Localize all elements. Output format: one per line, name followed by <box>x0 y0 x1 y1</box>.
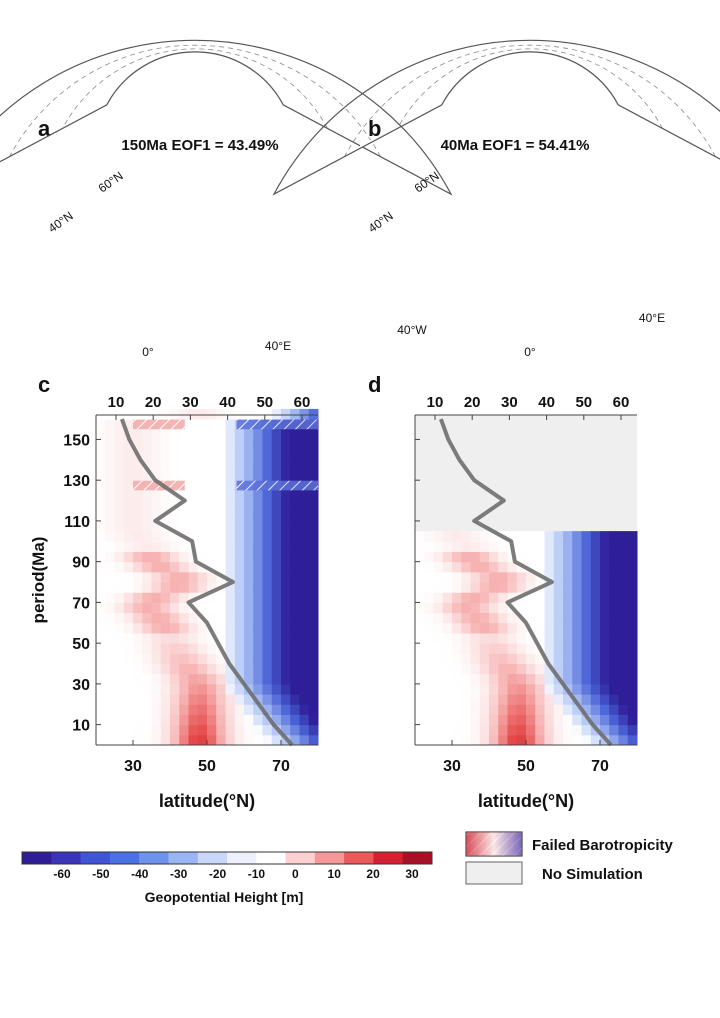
coastline-b-5 <box>572 261 622 280</box>
top-tick-label: 60 <box>294 394 311 411</box>
map-a-lat-60: 60°N <box>96 169 126 196</box>
legend-failed-label: Failed Barotropicity <box>532 837 674 854</box>
jet-center-marker <box>539 267 549 277</box>
coastline-a-1 <box>137 169 202 195</box>
map-b-title: 40Ma EOF1 = 54.41% <box>441 137 590 154</box>
y-axis-label: period(Ma) <box>29 537 48 624</box>
colorbar-swatch <box>285 852 316 864</box>
top-tick-label: 60 <box>613 394 630 411</box>
x-tick-label: 30 <box>124 758 142 775</box>
coastline-b-7 <box>586 242 634 248</box>
colorbar-swatch <box>22 852 52 864</box>
colorbar-swatch <box>373 852 404 864</box>
y-tick-label: 110 <box>64 514 90 531</box>
top-tick-label: 10 <box>108 394 125 411</box>
y-tick-label: 30 <box>72 677 90 694</box>
map-b-lon-40w: 40°W <box>397 323 427 337</box>
coastline-a-2 <box>187 163 226 195</box>
map-b-lat-40: 40°N <box>366 209 396 236</box>
coastline-a-6 <box>286 293 316 303</box>
colorbar-swatch <box>227 852 257 864</box>
colorbar-tick: -60 <box>53 867 71 881</box>
coastline-b-2 <box>510 163 541 195</box>
top-tick-label: 40 <box>538 394 555 411</box>
y-tick-label: 70 <box>72 595 90 612</box>
map-a: 60°N 40°N 0° 40°E <box>0 39 453 359</box>
top-tick-label: 50 <box>256 394 273 411</box>
map-a-lon-40e: 40°E <box>265 339 291 353</box>
colorbar-tick: -30 <box>170 867 188 881</box>
colorbar-tick: 20 <box>366 867 380 881</box>
coastline-b-3 <box>546 165 570 195</box>
panel-letter-b: b <box>368 116 381 141</box>
map-a-lon-0: 0° <box>142 345 154 359</box>
x-tick-label: 70 <box>272 758 290 775</box>
colorbar-tick: -20 <box>209 867 227 881</box>
colorbar-tick: -50 <box>92 867 110 881</box>
x-tick-label: 50 <box>517 758 535 775</box>
colorbar-swatch <box>139 852 169 864</box>
x-tick-label: 70 <box>591 758 609 775</box>
colorbar-swatch <box>314 852 345 864</box>
top-tick-label: 30 <box>501 394 518 411</box>
x-axis-label: latitude(°N) <box>159 791 255 811</box>
colorbar-label: Geopotential Height [m] <box>145 889 304 905</box>
colorbar-swatch <box>344 852 374 864</box>
jet-latitude-line <box>439 418 613 747</box>
top-tick-label: 40 <box>219 394 236 411</box>
y-tick-label: 150 <box>63 432 90 449</box>
coastline-b-6 <box>496 289 650 300</box>
colorbar-swatch <box>402 852 433 864</box>
heatmap-d: 30 50 70 10 20 30 40 50 60 latitude(°N) <box>414 394 638 811</box>
coastline-b-1 <box>460 163 497 195</box>
top-tick-label: 50 <box>575 394 592 411</box>
map-b-lon-0: 0° <box>524 345 536 359</box>
coastline-a-5 <box>167 286 183 307</box>
colorbar: -60 -50 -40 -30 -20 -10 0 10 20 30 <box>21 851 433 881</box>
panel-letter-d: d <box>368 372 381 397</box>
top-tick-label: 30 <box>182 394 199 411</box>
top-tick-label: 20 <box>464 394 481 411</box>
map-b-lat-60: 60°N <box>412 169 442 196</box>
colorbar-swatch <box>51 852 82 864</box>
map-b: 60°N 40°N 40°W 0° 40°E <box>272 39 720 359</box>
panel-letter-a: a <box>38 116 51 141</box>
coastline-a-3 <box>229 163 260 195</box>
top-tick-label: 10 <box>427 394 444 411</box>
colorbar-swatch <box>80 852 111 864</box>
colorbar-tick: 30 <box>405 867 419 881</box>
heatmap-c: 30 50 70 10 20 30 40 50 60 10 30 50 70 90 110 130 150 per… <box>29 394 319 811</box>
coastline-a-4 <box>60 251 338 280</box>
colorbar-tick: 0 <box>292 867 299 881</box>
legend: Failed Barotropicity No Simulation <box>465 831 674 885</box>
legend-nosim-label: No Simulation <box>542 866 643 883</box>
map-b-lon-40e: 40°E <box>639 311 665 325</box>
colorbar-tick: -40 <box>131 867 149 881</box>
y-tick-label: 10 <box>72 718 90 735</box>
colorbar-tick: -10 <box>248 867 266 881</box>
y-tick-label: 130 <box>63 473 90 490</box>
coastline-b-4 <box>496 254 570 286</box>
legend-nosim-swatch <box>465 861 523 885</box>
colorbar-swatch <box>109 852 140 864</box>
sector-line-west <box>491 159 517 195</box>
x-tick-label: 50 <box>198 758 216 775</box>
colorbar-swatch <box>168 852 199 864</box>
map-a-title: 150Ma EOF1 = 43.49% <box>121 137 278 154</box>
x-tick-label: 30 <box>443 758 461 775</box>
jet-latitude-line <box>120 418 294 747</box>
colorbar-swatch <box>197 852 228 864</box>
top-tick-label: 20 <box>145 394 162 411</box>
sector-line-east <box>533 158 617 195</box>
map-a-lat-40: 40°N <box>46 209 76 236</box>
x-axis-label: latitude(°N) <box>478 791 574 811</box>
y-tick-label: 50 <box>72 636 90 653</box>
colorbar-tick: 10 <box>328 867 342 881</box>
panel-letter-c: c <box>38 372 50 397</box>
colorbar-swatch <box>256 852 287 864</box>
y-tick-label: 90 <box>72 555 90 572</box>
